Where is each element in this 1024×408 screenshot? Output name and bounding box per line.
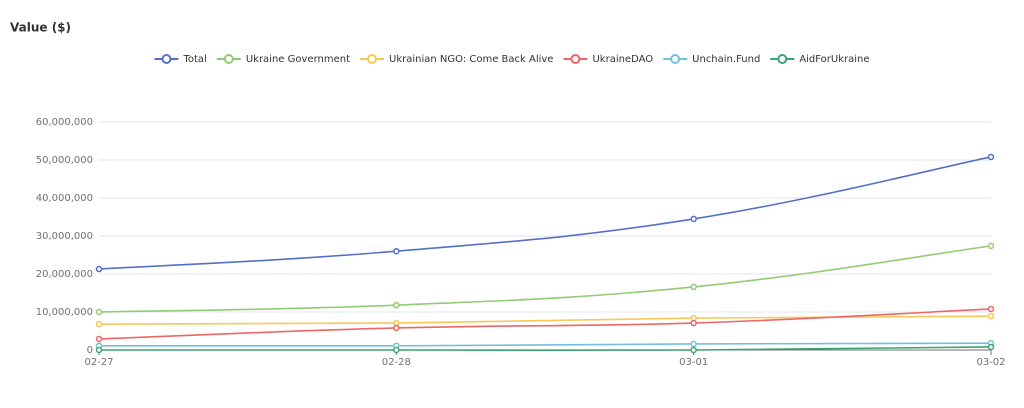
- data-point: [690, 346, 697, 354]
- data-point: [987, 305, 995, 313]
- data-point: [95, 320, 103, 328]
- legend-label: Unchain.Fund: [692, 54, 760, 65]
- x-tick-label: 03-02: [976, 357, 1005, 368]
- data-point: [95, 346, 103, 354]
- data-point: [393, 247, 400, 255]
- data-point: [987, 153, 995, 161]
- legend-label: Total: [182, 54, 206, 65]
- series-line: [98, 308, 992, 340]
- x-tick-label: 02-28: [382, 357, 411, 368]
- legend-icon: [161, 54, 172, 64]
- data-point: [393, 346, 400, 354]
- y-tick-label: 30,000,000: [36, 231, 93, 242]
- series-line: [98, 156, 992, 270]
- legend-label: AidForUkraine: [799, 54, 869, 65]
- legend-icon: [570, 54, 581, 64]
- y-tick-label: 50,000,000: [36, 155, 93, 166]
- legend-label: Ukraine Government: [246, 54, 350, 65]
- legend-label: Ukrainian NGO: Come Back Alive: [389, 54, 553, 65]
- legend-item[interactable]: Unchain.Fund: [663, 54, 760, 65]
- series-line: [98, 245, 992, 313]
- data-point: [95, 335, 103, 343]
- legend-icon: [670, 54, 681, 64]
- data-point: [987, 343, 995, 351]
- legend: Total Ukraine Government Ukrainian NGO: Co…: [154, 54, 870, 65]
- y-tick-label: 10,000,000: [36, 307, 93, 318]
- data-point: [690, 340, 697, 348]
- data-point: [393, 301, 400, 309]
- x-tick-label: 02-27: [84, 357, 113, 368]
- series-line: [99, 346, 992, 352]
- data-point: [690, 283, 697, 291]
- legend-item[interactable]: Ukraine Government: [216, 54, 350, 65]
- y-tick-label: 0: [87, 345, 93, 356]
- legend-label: UkraineDAO: [592, 54, 653, 65]
- y-tick-label: 20,000,000: [36, 269, 93, 280]
- data-point: [987, 312, 995, 320]
- legend-item[interactable]: UkraineDAO: [563, 54, 653, 65]
- y-tick-label: 40,000,000: [36, 193, 93, 204]
- legend-icon: [777, 54, 788, 64]
- data-point: [95, 308, 103, 316]
- legend-icon: [367, 54, 377, 64]
- chart-title: Value ($): [10, 21, 71, 35]
- y-tick-label: 60,000,000: [36, 117, 93, 128]
- legend-icon: [223, 54, 234, 64]
- data-point: [987, 242, 995, 250]
- data-point: [393, 324, 400, 332]
- legend-item[interactable]: Total: [154, 54, 207, 65]
- legend-item[interactable]: AidForUkraine: [770, 54, 870, 65]
- x-tick-label: 03-01: [679, 357, 708, 368]
- data-point: [690, 319, 697, 327]
- legend-item[interactable]: Ukrainian NGO: Come Back Alive: [360, 54, 553, 65]
- series-line: [98, 342, 992, 347]
- data-point: [690, 215, 697, 223]
- data-point: [95, 265, 103, 273]
- series-line: [98, 315, 992, 325]
